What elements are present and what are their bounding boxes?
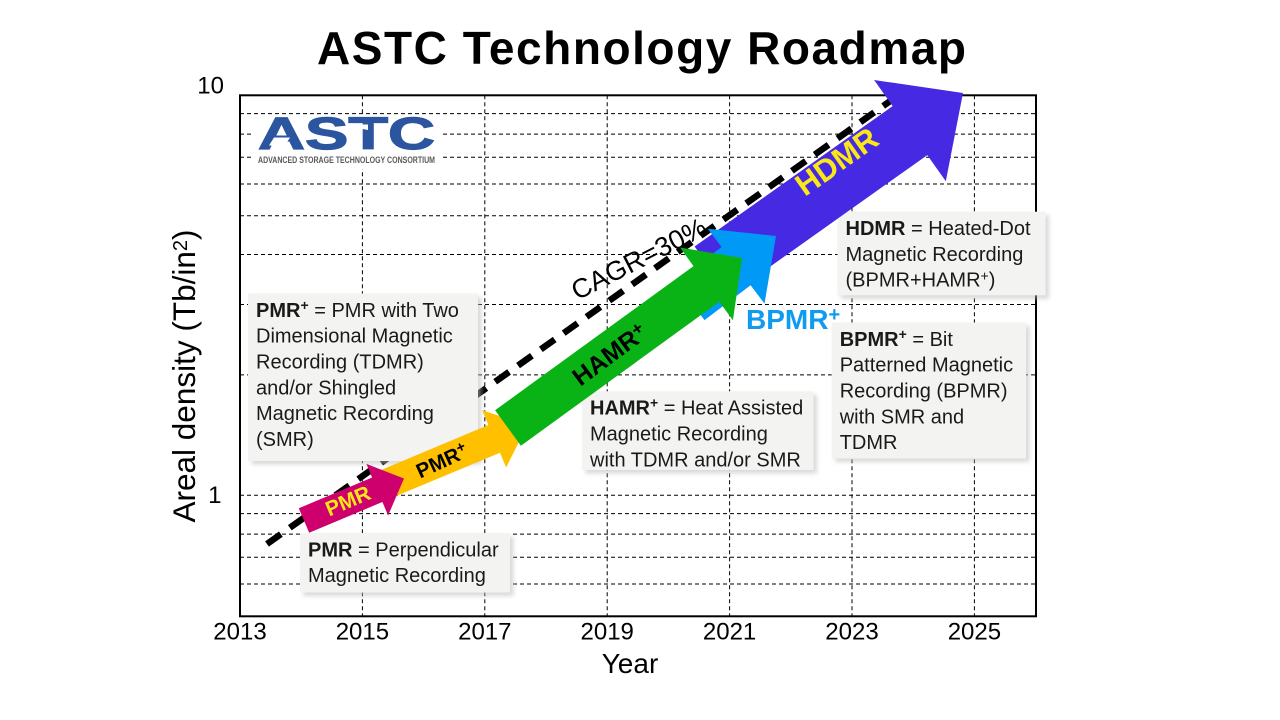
svg-text:TDMR: TDMR: [840, 432, 898, 454]
svg-text:Recording (BPMR): Recording (BPMR): [840, 381, 1008, 403]
svg-text:Recording (TDMR): Recording (TDMR): [256, 352, 424, 374]
svg-text:2025: 2025: [948, 619, 1001, 646]
svg-text:2013: 2013: [213, 619, 266, 646]
svg-text:10: 10: [197, 73, 224, 100]
svg-text:Magnetic Recording: Magnetic Recording: [256, 403, 434, 425]
svg-text:BPMR+ = Bit: BPMR+ = Bit: [840, 326, 954, 351]
svg-text:BPMR+: BPMR+: [746, 304, 840, 335]
svg-text:ASTC: ASTC: [258, 108, 435, 159]
svg-text:with SMR and: with SMR and: [839, 406, 965, 428]
svg-text:with TDMR and/or SMR: with TDMR and/or SMR: [589, 449, 801, 471]
svg-text:2017: 2017: [458, 619, 511, 646]
svg-text:2023: 2023: [825, 619, 878, 646]
svg-text:PMR+ = PMR with Two: PMR+ = PMR with Two: [256, 297, 459, 322]
svg-text:PMR = Perpendicular: PMR = Perpendicular: [308, 539, 499, 561]
svg-text:1: 1: [208, 482, 221, 509]
svg-text:Dimensional Magnetic: Dimensional Magnetic: [256, 326, 453, 348]
svg-text:Patterned Magnetic: Patterned Magnetic: [840, 355, 1013, 377]
svg-text:Year: Year: [602, 648, 659, 679]
svg-text:HDMR = Heated-Dot: HDMR = Heated-Dot: [846, 218, 1032, 240]
svg-text:(BPMR+HAMR+): (BPMR+HAMR+): [846, 268, 996, 292]
svg-text:2019: 2019: [581, 619, 634, 646]
svg-text:Areal density (Tb/in2): Areal density (Tb/in2): [166, 230, 202, 523]
svg-text:(SMR): (SMR): [256, 429, 314, 451]
svg-text:2015: 2015: [336, 619, 389, 646]
svg-text:Magnetic Recording: Magnetic Recording: [590, 424, 768, 446]
svg-text:2021: 2021: [703, 619, 756, 646]
svg-text:Magnetic Recording: Magnetic Recording: [308, 565, 486, 587]
svg-text:HAMR+ = Heat Assisted: HAMR+ = Heat Assisted: [590, 395, 803, 420]
svg-text:and/or Shingled: and/or Shingled: [256, 377, 396, 399]
svg-text:Magnetic Recording: Magnetic Recording: [846, 244, 1024, 266]
svg-text:ASTC Technology Roadmap: ASTC Technology Roadmap: [317, 22, 966, 74]
svg-text:ADVANCED STORAGE TECHNOLOGY CO: ADVANCED STORAGE TECHNOLOGY CONSORTIUM: [258, 155, 435, 166]
